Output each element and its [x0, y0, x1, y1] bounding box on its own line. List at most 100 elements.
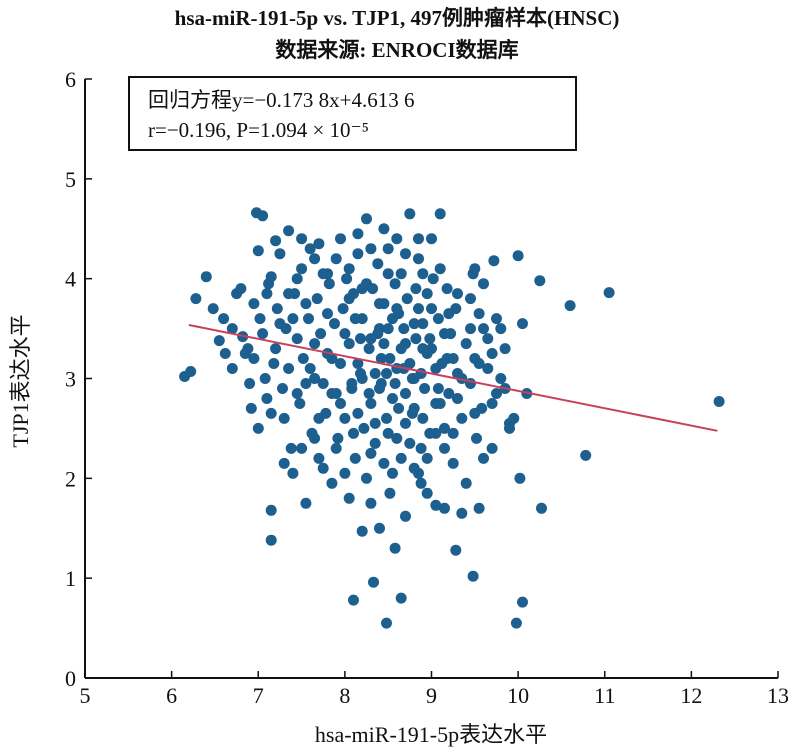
- data-point: [268, 358, 280, 369]
- data-point: [389, 378, 401, 389]
- data-point: [395, 592, 407, 604]
- data-point: [482, 333, 494, 345]
- data-point: [348, 594, 359, 606]
- data-point: [270, 343, 282, 355]
- data-point: [330, 253, 342, 265]
- data-point: [343, 338, 355, 350]
- regression-layer: [188, 324, 718, 432]
- data-point: [374, 298, 385, 310]
- data-point: [341, 273, 353, 285]
- data-point: [283, 288, 295, 300]
- x-axis-ticks: 5 6 7 8 9 10 11 12 13: [80, 671, 789, 708]
- data-point: [369, 368, 381, 379]
- data-point: [473, 358, 485, 369]
- data-point: [349, 313, 361, 325]
- data-point: [343, 492, 355, 504]
- x-tick-label: 5: [80, 683, 91, 708]
- data-point: [257, 210, 269, 222]
- data-point: [309, 373, 321, 384]
- data-point: [313, 412, 325, 424]
- data-point: [248, 298, 260, 310]
- x-tick-label: 12: [680, 683, 702, 708]
- data-point: [309, 338, 321, 350]
- data-point: [365, 243, 377, 255]
- data-point: [374, 383, 385, 394]
- data-point: [304, 243, 316, 255]
- data-point: [317, 462, 329, 474]
- data-point: [326, 353, 338, 364]
- data-point: [426, 233, 437, 245]
- data-point: [517, 318, 528, 330]
- data-point: [270, 235, 282, 247]
- data-point: [365, 398, 377, 409]
- data-point: [213, 335, 225, 347]
- data-point: [456, 507, 468, 519]
- data-point: [190, 293, 202, 305]
- data-point: [512, 250, 524, 262]
- data-point: [400, 338, 411, 350]
- data-point: [381, 368, 392, 379]
- data-point: [368, 576, 379, 588]
- chart-subtitle: 数据来源: ENROCI数据库: [275, 38, 518, 62]
- data-point: [473, 308, 485, 320]
- data-point: [441, 283, 453, 295]
- data-point: [391, 432, 403, 444]
- x-tick-label: 13: [767, 683, 789, 708]
- data-point: [406, 407, 418, 419]
- data-point: [400, 388, 411, 399]
- data-point: [219, 348, 231, 359]
- data-point: [398, 323, 410, 335]
- data-point: [447, 457, 459, 469]
- data-point: [421, 452, 433, 464]
- x-tick-label: 9: [426, 683, 437, 708]
- data-point: [285, 442, 297, 454]
- data-point: [349, 452, 361, 464]
- data-point: [499, 343, 511, 355]
- data-point: [369, 417, 381, 429]
- data-point: [378, 457, 390, 469]
- data-point: [387, 467, 398, 479]
- data-point: [456, 412, 468, 424]
- data-point: [335, 398, 346, 409]
- data-point: [434, 208, 446, 220]
- data-point: [417, 268, 429, 280]
- data-point: [265, 534, 277, 546]
- data-point: [363, 388, 375, 399]
- data-point: [432, 383, 444, 394]
- data-point: [473, 502, 485, 514]
- data-point: [478, 278, 489, 290]
- data-point: [226, 323, 238, 335]
- data-point: [271, 303, 283, 315]
- y-tick-label: 0: [65, 666, 76, 691]
- data-point: [361, 213, 372, 225]
- x-tick-label: 8: [339, 683, 350, 708]
- data-point: [478, 323, 489, 335]
- data-point: [248, 353, 260, 364]
- data-point: [287, 467, 299, 479]
- x-axis-label: hsa-miR-191-5p表达水平: [315, 722, 547, 747]
- data-point: [278, 457, 290, 469]
- data-point: [352, 358, 364, 369]
- data-point: [413, 303, 424, 315]
- data-point: [452, 288, 463, 300]
- data-point: [296, 442, 308, 454]
- data-point: [465, 323, 476, 335]
- data-point: [358, 422, 370, 434]
- data-point: [265, 504, 277, 516]
- data-point: [200, 271, 212, 283]
- data-point: [491, 388, 502, 399]
- data-point: [460, 338, 472, 350]
- data-point: [382, 243, 394, 255]
- x-tick-label: 10: [507, 683, 529, 708]
- data-point: [356, 373, 368, 384]
- data-point: [434, 398, 446, 409]
- data-point: [317, 378, 329, 389]
- data-point: [443, 388, 455, 399]
- data-point: [413, 467, 424, 479]
- data-point: [430, 499, 442, 511]
- data-point: [391, 233, 403, 245]
- y-tick-label: 1: [65, 566, 76, 591]
- data-point: [564, 300, 576, 312]
- data-point: [375, 353, 387, 364]
